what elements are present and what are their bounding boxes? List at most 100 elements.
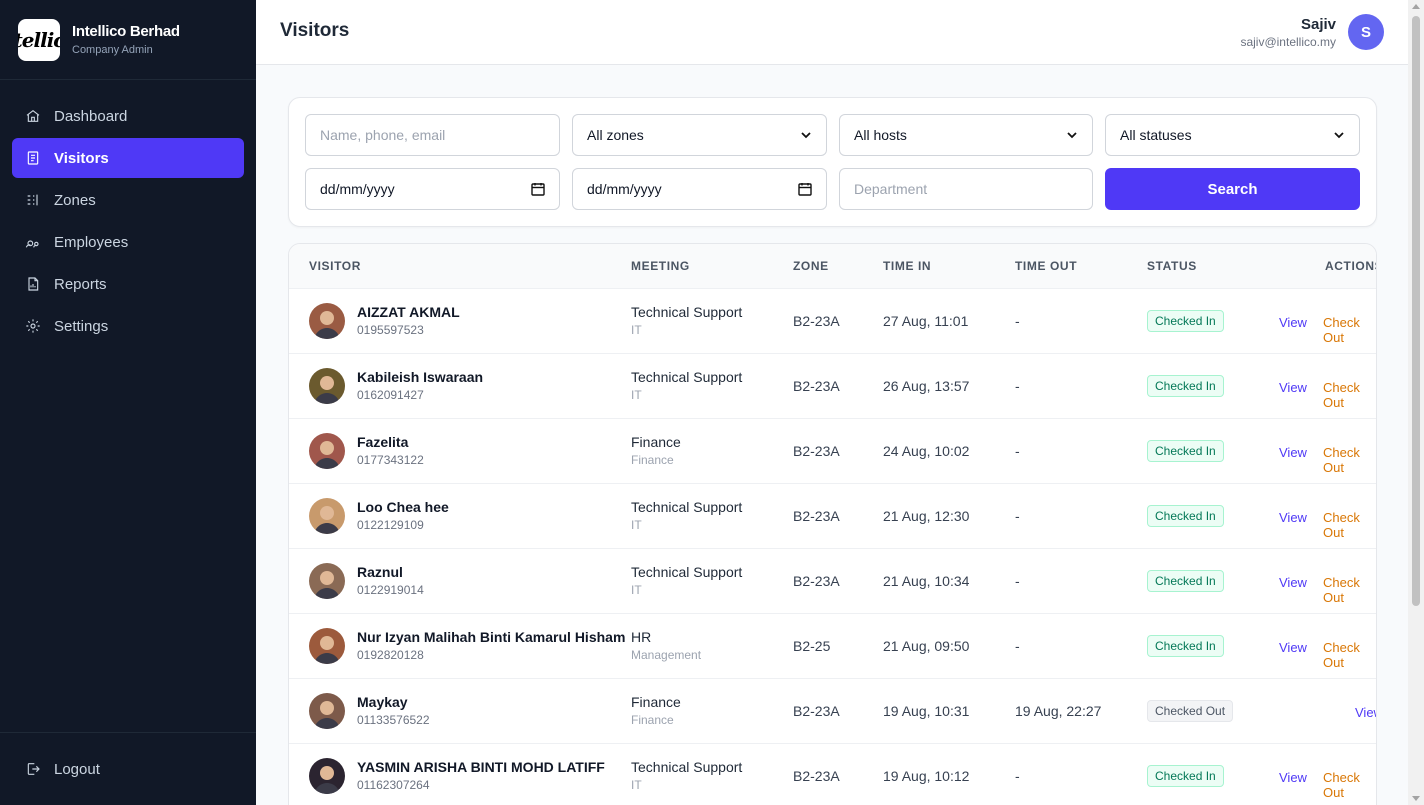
zone-cell: B2-23A [793, 508, 840, 524]
host-select[interactable]: All hosts [839, 114, 1093, 156]
time-in-cell: 19 Aug, 10:31 [883, 703, 970, 719]
company-logo: tellic [18, 18, 60, 61]
visitor-phone: 0122129109 [357, 518, 424, 532]
sidebar-item-zones[interactable]: Zones [12, 180, 244, 220]
chevron-down-icon [1067, 132, 1077, 139]
time-in-cell: 26 Aug, 13:57 [883, 378, 970, 394]
zone-cell: B2-23A [793, 443, 840, 459]
table-row: Raznul 0122919014 Technical Support IT B2-23… [289, 548, 1376, 613]
status-select[interactable]: All statuses [1105, 114, 1360, 156]
visitor-avatar [309, 628, 345, 664]
date-to-input[interactable]: dd/mm/yyyy [572, 168, 827, 210]
zone-cell: B2-25 [793, 638, 831, 654]
zone-cell: B2-23A [793, 703, 840, 719]
sidebar-item-employees[interactable]: Employees [12, 222, 244, 262]
table-header: VISITOR MEETING ZONE TIME IN TIME OUT ST… [289, 244, 1376, 288]
meeting-title: Technical Support [631, 499, 743, 515]
zone-cell: B2-23A [793, 768, 840, 784]
clipboard-icon [25, 150, 41, 166]
department-input[interactable]: Department [839, 168, 1093, 210]
time-out-cell: - [1015, 313, 1020, 329]
users-icon [25, 234, 41, 250]
status-badge: Checked In [1147, 505, 1224, 527]
sidebar-item-visitors[interactable]: Visitors [12, 138, 244, 178]
meeting-title: Technical Support [631, 759, 743, 775]
table-row: Kabileish Iswaraan 0162091427 Technical Su… [289, 353, 1376, 418]
visitor-avatar [309, 758, 345, 794]
time-out-cell: 19 Aug, 22:27 [1015, 703, 1102, 719]
time-in-cell: 21 Aug, 10:34 [883, 573, 970, 589]
time-out-cell: - [1015, 378, 1020, 394]
sidebar-item-label: Reports [54, 275, 107, 293]
visitor-name: YASMIN ARISHA BINTI MOHD LATIFF [357, 759, 605, 775]
top-header: Visitors Sajiv sajiv@intellico.my S [256, 0, 1408, 65]
view-button[interactable]: View [1279, 770, 1307, 785]
page-scrollbar[interactable] [1408, 0, 1424, 805]
zone-select-value: All zones [587, 127, 644, 143]
search-input[interactable]: Name, phone, email [305, 114, 560, 156]
meeting-title: Technical Support [631, 304, 743, 320]
status-badge: Checked In [1147, 765, 1224, 787]
visitor-phone: 0192820128 [357, 648, 424, 662]
meeting-department: Management [631, 648, 702, 662]
user-avatar[interactable]: S [1348, 14, 1384, 50]
sidebar-item-dashboard[interactable]: Dashboard [12, 96, 244, 136]
company-name: Intellico Berhad [72, 23, 180, 40]
visitor-phone: 0162091427 [357, 388, 424, 402]
zone-cell: B2-23A [793, 313, 840, 329]
status-select-value: All statuses [1120, 127, 1192, 143]
check-out-button[interactable]: Check Out [1323, 640, 1360, 670]
view-button[interactable]: View [1279, 575, 1307, 590]
column-actions: ACTIONS [1325, 259, 1376, 273]
meeting-department: Finance [631, 713, 674, 727]
date-from-input[interactable]: dd/mm/yyyy [305, 168, 560, 210]
view-button[interactable]: View [1279, 640, 1307, 655]
check-out-button[interactable]: Check Out [1323, 315, 1360, 345]
view-button[interactable]: View [1279, 380, 1307, 395]
scroll-thumb[interactable] [1412, 16, 1420, 606]
meeting-department: IT [631, 388, 642, 402]
view-button[interactable]: View [1279, 510, 1307, 525]
user-menu[interactable]: Sajiv sajiv@intellico.my S [1240, 14, 1384, 50]
report-icon [25, 276, 41, 292]
view-button[interactable]: View [1355, 705, 1376, 720]
column-visitor: VISITOR [309, 259, 361, 273]
check-out-button[interactable]: Check Out [1323, 380, 1360, 410]
time-in-cell: 27 Aug, 11:01 [883, 313, 969, 329]
visitors-table: VISITOR MEETING ZONE TIME IN TIME OUT ST… [288, 243, 1377, 805]
visitor-name: Maykay [357, 694, 408, 710]
check-out-button[interactable]: Check Out [1323, 445, 1360, 475]
zone-cell: B2-23A [793, 573, 840, 589]
zone-select[interactable]: All zones [572, 114, 827, 156]
search-button[interactable]: Search [1105, 168, 1360, 210]
scroll-down-arrow-icon[interactable] [1412, 796, 1420, 801]
check-out-button[interactable]: Check Out [1323, 575, 1360, 605]
view-button[interactable]: View [1279, 445, 1307, 460]
table-row: Loo Chea hee 0122129109 Technical Support I… [289, 483, 1376, 548]
status-badge: Checked In [1147, 440, 1224, 462]
view-button[interactable]: View [1279, 315, 1307, 330]
meeting-title: Technical Support [631, 564, 743, 580]
column-meeting: MEETING [631, 259, 690, 273]
status-badge: Checked In [1147, 375, 1224, 397]
meeting-department: IT [631, 778, 642, 792]
sidebar-item-label: Zones [54, 191, 96, 209]
sidebar-item-settings[interactable]: Settings [12, 306, 244, 346]
time-in-cell: 24 Aug, 10:02 [883, 443, 970, 459]
check-out-button[interactable]: Check Out [1323, 510, 1360, 540]
user-name: Sajiv [1300, 15, 1336, 33]
date-from-value: dd/mm/yyyy [320, 181, 395, 197]
logout-button[interactable]: Logout [12, 749, 244, 789]
column-status: STATUS [1147, 259, 1197, 273]
table-row: YASMIN ARISHA BINTI MOHD LATIFF 011623072… [289, 743, 1376, 805]
calendar-icon[interactable] [531, 182, 545, 196]
time-out-cell: - [1015, 768, 1020, 784]
sidebar-item-reports[interactable]: Reports [12, 264, 244, 304]
scroll-up-arrow-icon[interactable] [1412, 4, 1420, 9]
visitor-avatar [309, 303, 345, 339]
visitor-name: AIZZAT AKMAL [357, 304, 460, 320]
check-out-button[interactable]: Check Out [1323, 770, 1360, 800]
home-icon [25, 108, 41, 124]
time-out-cell: - [1015, 443, 1020, 459]
calendar-icon[interactable] [798, 182, 812, 196]
